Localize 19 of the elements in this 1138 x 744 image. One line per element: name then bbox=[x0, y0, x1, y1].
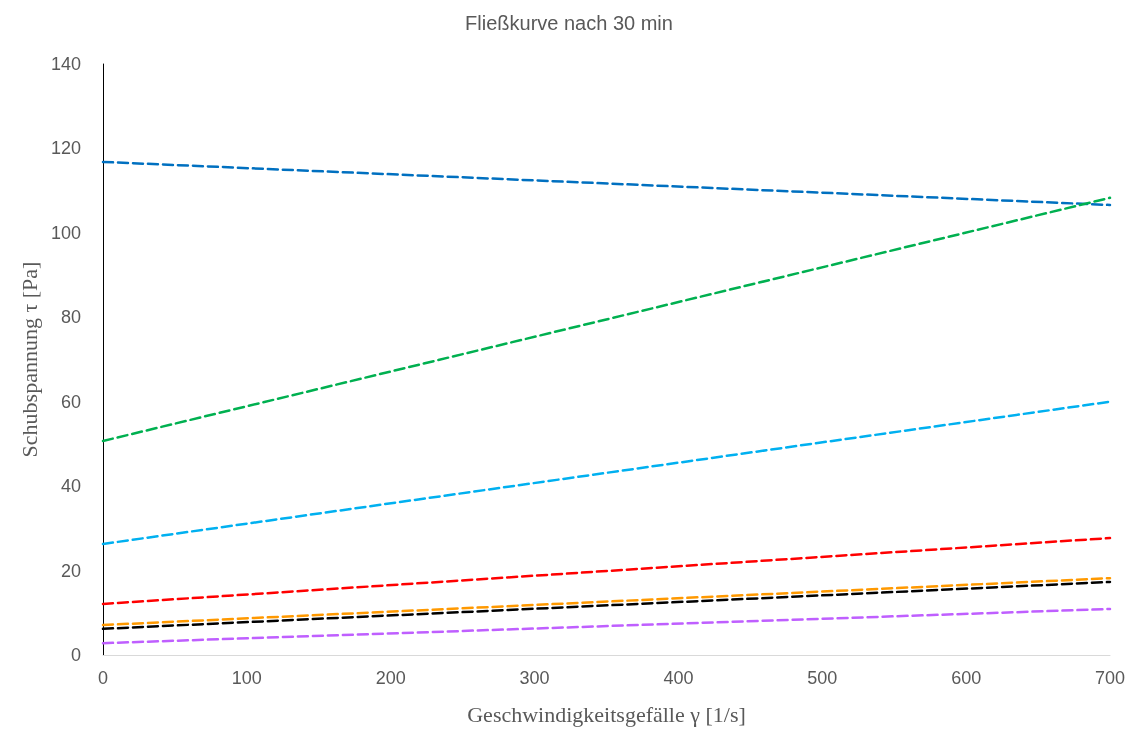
x-tick-label: 300 bbox=[519, 668, 550, 688]
y-tick-label: 0 bbox=[70, 645, 81, 665]
x-tick-label: 100 bbox=[231, 668, 262, 688]
y-tick-label: 100 bbox=[50, 222, 81, 243]
y-tick-label: 20 bbox=[60, 560, 81, 581]
x-tick-label: 400 bbox=[663, 668, 694, 688]
y-tick-label: 60 bbox=[60, 391, 81, 412]
x-tick-label: 500 bbox=[807, 668, 838, 688]
y-tick-label: 40 bbox=[60, 476, 81, 497]
x-tick-label: 0 bbox=[97, 668, 109, 688]
x-axis-title: Geschwindigkeitsgefälle γ [1/s] bbox=[467, 701, 746, 727]
y-tick-label: 140 bbox=[50, 54, 81, 74]
x-tick-label: 200 bbox=[375, 668, 406, 688]
x-tick-label: 600 bbox=[951, 668, 982, 688]
y-tick-label: 120 bbox=[50, 138, 81, 159]
y-tick-label: 80 bbox=[60, 307, 81, 328]
y-axis-title: Schubspannung τ [Pa] bbox=[16, 261, 42, 458]
chart-title: Fließkurve nach 30 min bbox=[465, 12, 673, 34]
x-tick-label: 700 bbox=[1094, 668, 1126, 688]
